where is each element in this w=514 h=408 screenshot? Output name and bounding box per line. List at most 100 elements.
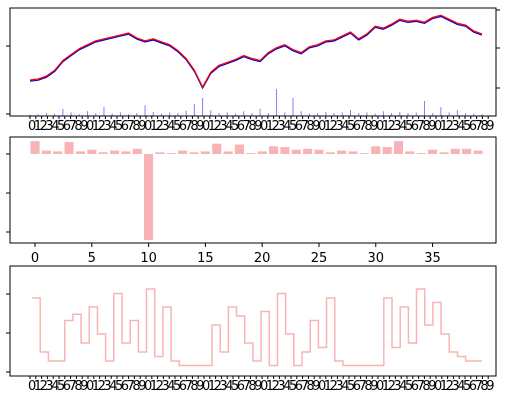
- price-x-tick-label: 9: [486, 119, 494, 134]
- step-x-tick-label: 2: [330, 379, 338, 394]
- price-x-tick-label: 7: [475, 119, 483, 134]
- price-x-tick-label: 4: [399, 119, 407, 134]
- price-x-tick-label: 5: [405, 119, 413, 134]
- bar: [41, 150, 51, 154]
- bar: [30, 141, 40, 154]
- step-x-tick-label: 4: [167, 379, 175, 394]
- bar: [234, 144, 244, 154]
- step-x-tick-label: 4: [399, 379, 407, 394]
- price-x-tick-label: 5: [463, 119, 471, 134]
- price-series-line: [29, 15, 483, 90]
- step-series-line: [32, 288, 482, 367]
- step-x-tick-label: 2: [272, 379, 280, 394]
- price-x-tick-label: 8: [480, 119, 488, 134]
- price-series-line: [29, 14, 483, 89]
- step-x-tick-label: 0: [434, 379, 442, 394]
- price-x-tick-label: 1: [92, 119, 100, 134]
- price-x-tick-label: 0: [434, 119, 442, 134]
- price-x-tick-label: 7: [69, 119, 77, 134]
- price-x-tick-label: 4: [225, 119, 233, 134]
- bar-x-tick-label: 30: [367, 251, 384, 266]
- price-x-tick-label: 3: [219, 119, 227, 134]
- bar: [473, 150, 483, 154]
- step-x-tick-label: 4: [225, 379, 233, 394]
- bar: [155, 152, 165, 154]
- price-x-tick-label: 1: [324, 119, 332, 134]
- bar: [121, 151, 131, 154]
- step-x-tick-label: 8: [480, 379, 488, 394]
- price-x-tick-label: 1: [382, 119, 390, 134]
- step-x-tick-label: 6: [121, 379, 129, 394]
- bar: [348, 151, 358, 154]
- bar-x-tick-label: 15: [197, 251, 214, 266]
- bar: [337, 150, 347, 154]
- step-x-tick-label: 1: [34, 379, 42, 394]
- step-x-tick-label: 5: [231, 379, 239, 394]
- price-x-tick-label: 2: [272, 119, 280, 134]
- price-x-tick-label: 3: [335, 119, 343, 134]
- price-x-tick-label: 6: [411, 119, 419, 134]
- step-x-tick-label: 7: [417, 379, 425, 394]
- bar: [462, 148, 472, 154]
- step-x-tick-label: 6: [237, 379, 245, 394]
- bar-panel-frame: [9, 136, 497, 244]
- step-x-tick-label: 8: [248, 379, 256, 394]
- step-x-tick-label: 3: [393, 379, 401, 394]
- price-x-tick-label: 8: [190, 119, 198, 134]
- step-x-tick-label: 2: [214, 379, 222, 394]
- price-x-tick-label: 0: [318, 119, 326, 134]
- bar: [75, 151, 85, 154]
- step-x-tick-label: 2: [156, 379, 164, 394]
- price-x-tick-label: 6: [121, 119, 129, 134]
- bar: [359, 153, 369, 154]
- bar: [178, 150, 188, 154]
- bar-x-tick-label: 10: [140, 251, 157, 266]
- price-x-tick-label: 9: [138, 119, 146, 134]
- bar: [53, 151, 63, 154]
- step-x-tick-label: 6: [63, 379, 71, 394]
- bar: [166, 153, 176, 154]
- step-x-tick-label: 4: [109, 379, 117, 394]
- step-x-tick-label: 1: [324, 379, 332, 394]
- price-x-tick-label: 0: [28, 119, 36, 134]
- price-x-tick-label: 4: [283, 119, 291, 134]
- bar-x-tick-label: 20: [254, 251, 271, 266]
- step-x-tick-label: 9: [312, 379, 320, 394]
- step-x-tick-label: 7: [475, 379, 483, 394]
- bar: [144, 154, 154, 240]
- step-panel-frame: [9, 265, 497, 377]
- bar: [212, 143, 222, 154]
- price-x-tick-label: 4: [457, 119, 465, 134]
- step-x-tick-label: 6: [353, 379, 361, 394]
- bar: [405, 151, 415, 154]
- step-x-tick-label: 5: [463, 379, 471, 394]
- price-x-tick-label: 9: [312, 119, 320, 134]
- price-x-tick-label: 0: [376, 119, 384, 134]
- bar: [450, 148, 460, 154]
- price-x-tick-label: 4: [51, 119, 59, 134]
- bar: [132, 148, 142, 154]
- step-x-tick-label: 6: [295, 379, 303, 394]
- price-x-tick-label: 8: [306, 119, 314, 134]
- price-x-tick-label: 1: [208, 119, 216, 134]
- bar: [291, 149, 301, 154]
- bar: [325, 152, 335, 154]
- price-x-tick-label: 1: [440, 119, 448, 134]
- step-x-tick-label: 4: [457, 379, 465, 394]
- step-x-tick-label: 1: [266, 379, 274, 394]
- bar: [393, 141, 403, 154]
- bar-x-tick-label: 35: [424, 251, 441, 266]
- step-x-tick-label: 3: [103, 379, 111, 394]
- step-x-tick-label: 5: [57, 379, 65, 394]
- step-x-tick-label: 5: [347, 379, 355, 394]
- step-x-tick-label: 8: [74, 379, 82, 394]
- step-x-tick-label: 1: [150, 379, 158, 394]
- bar-x-tick-label: 25: [311, 251, 328, 266]
- step-x-tick-label: 8: [422, 379, 430, 394]
- price-x-tick-label: 5: [57, 119, 65, 134]
- step-x-tick-label: 1: [208, 379, 216, 394]
- step-x-tick-label: 7: [359, 379, 367, 394]
- bar: [200, 151, 210, 154]
- price-x-tick-label: 8: [422, 119, 430, 134]
- bar: [382, 147, 392, 154]
